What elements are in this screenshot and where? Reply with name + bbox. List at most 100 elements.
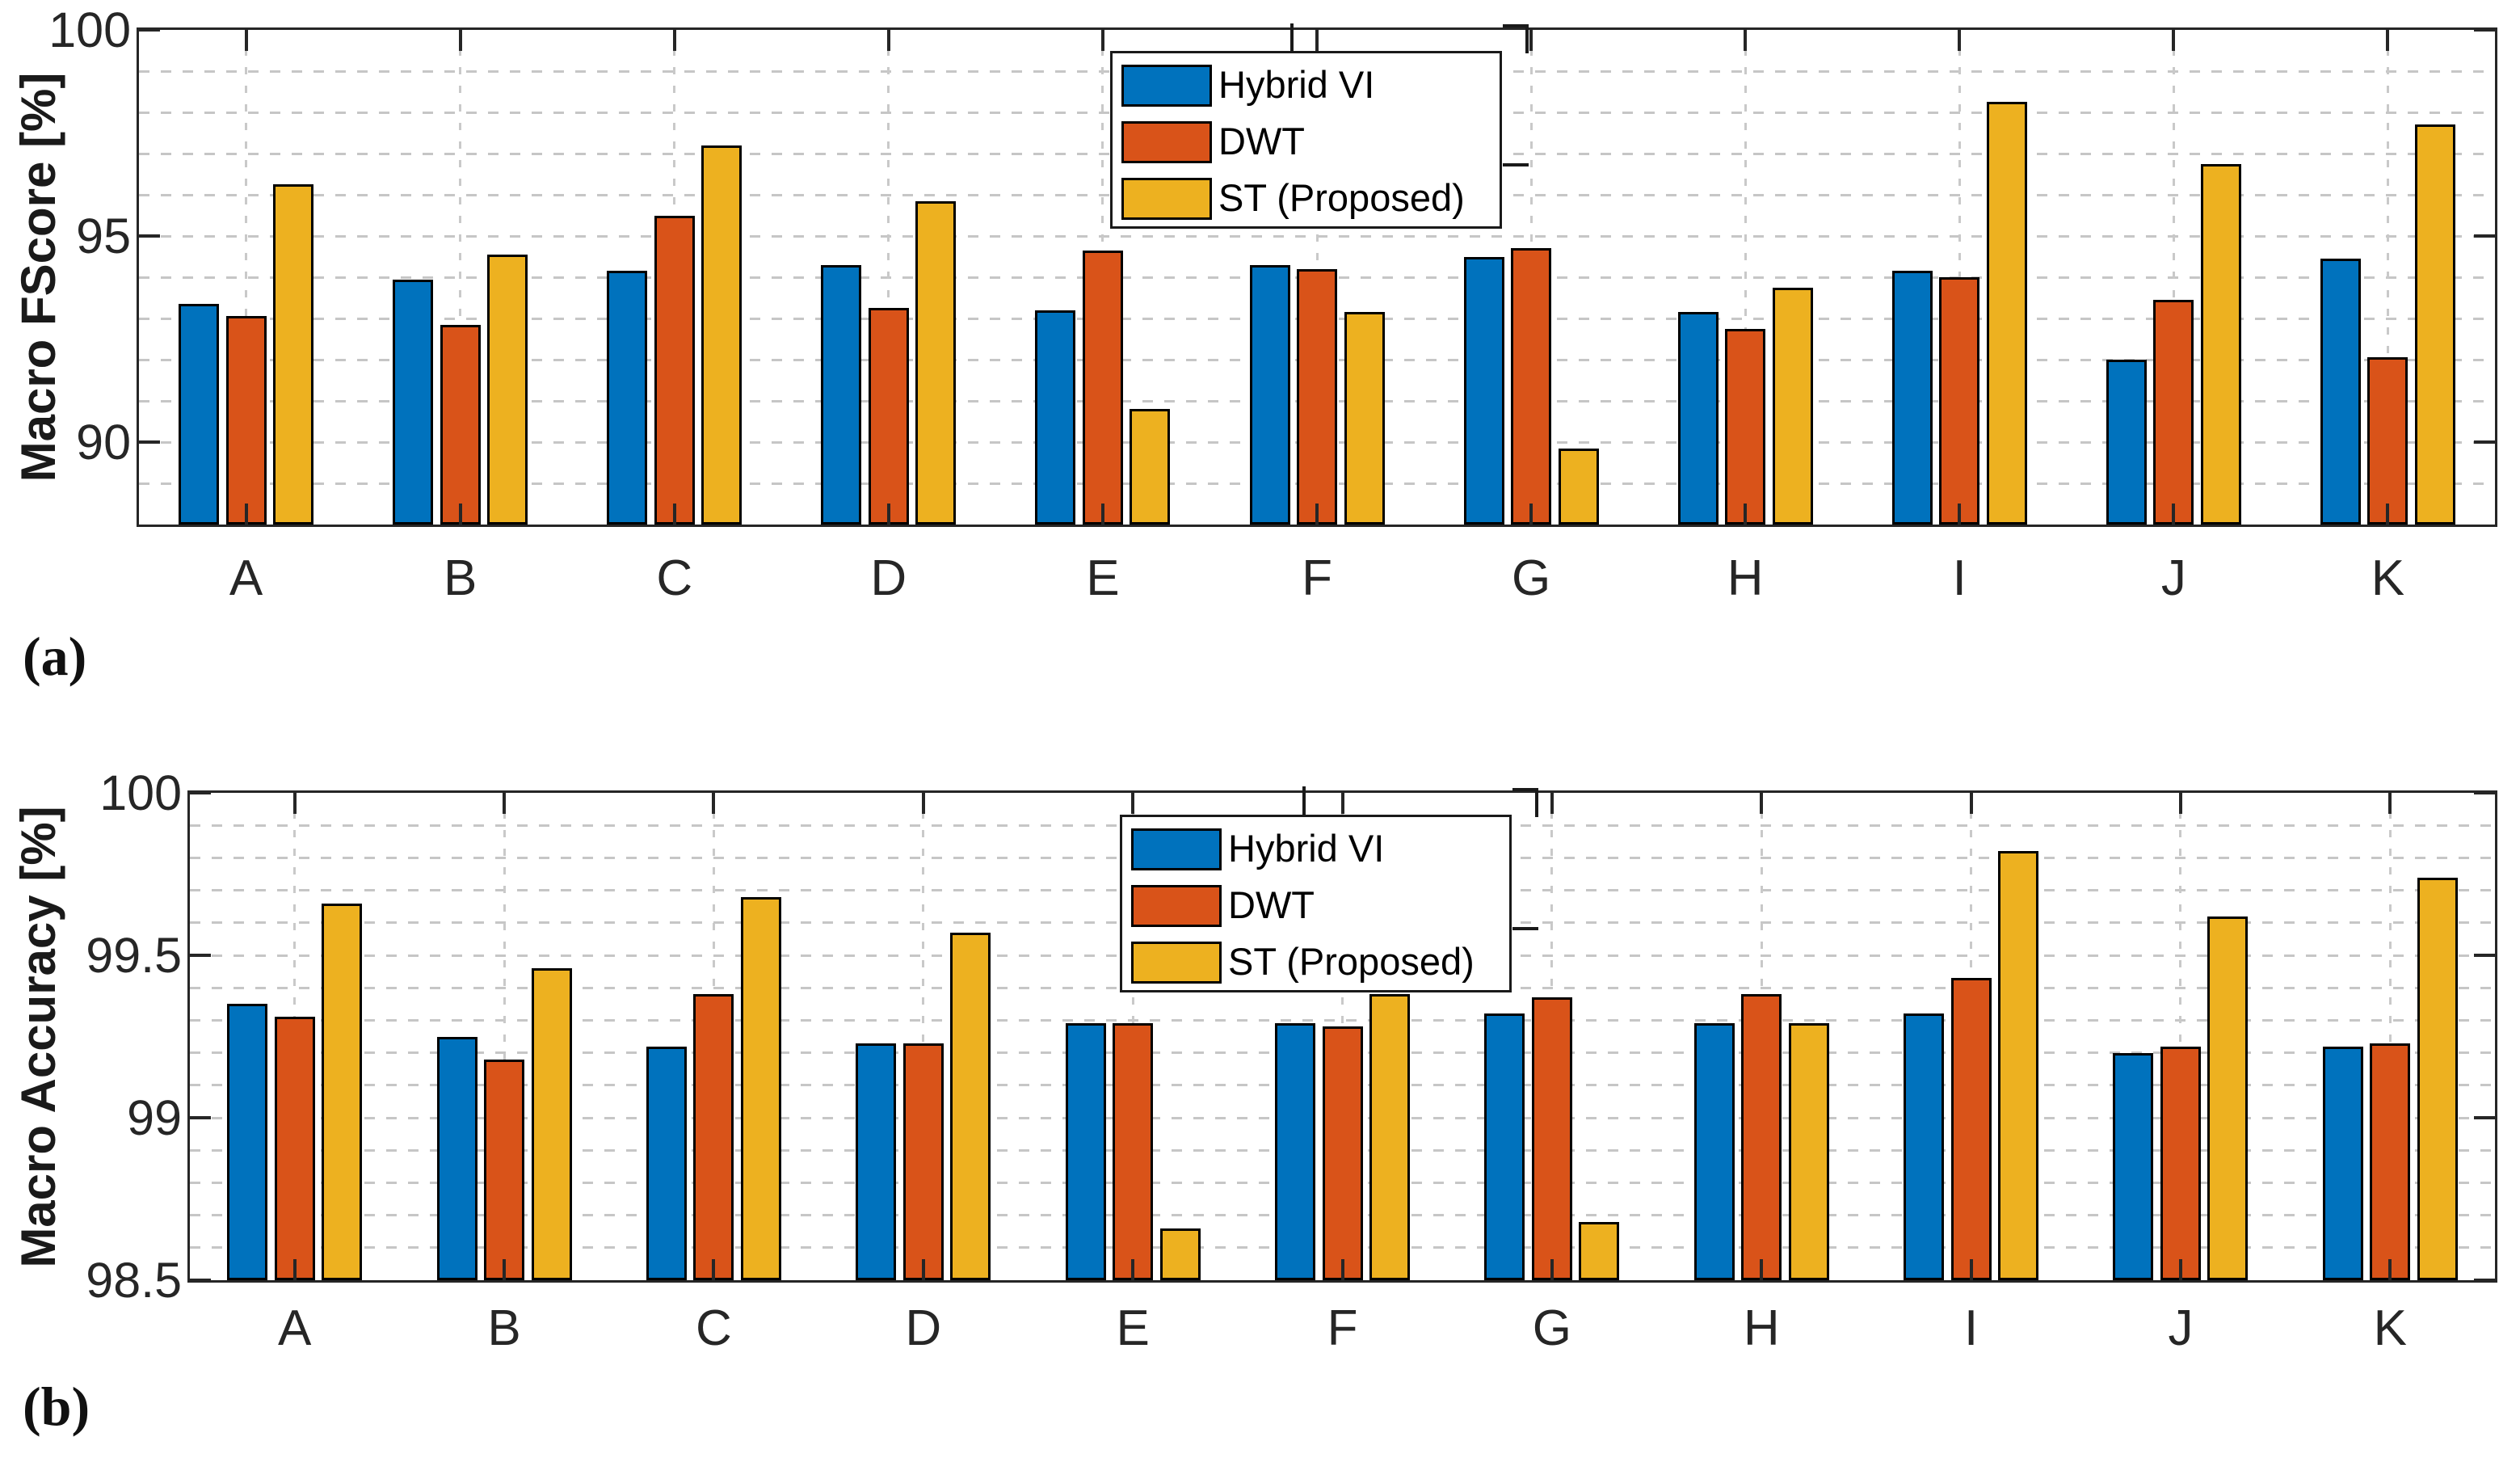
bar-hybrid-vi-b bbox=[436, 1036, 477, 1280]
bar-dwt-b bbox=[484, 1059, 525, 1280]
legend-swatch-dwt bbox=[1121, 121, 1212, 163]
bar-dwt-f bbox=[1297, 268, 1337, 525]
y-tick-right bbox=[2474, 1279, 2495, 1282]
y-tick-left bbox=[190, 1116, 211, 1119]
x-category-label: I bbox=[1963, 1300, 1979, 1356]
bar-st-proposed-a bbox=[273, 184, 314, 525]
legend-label: ST (Proposed) bbox=[1228, 940, 1475, 983]
x-tick-top bbox=[292, 793, 297, 814]
x-tick-bottom bbox=[672, 504, 676, 525]
x-tick-top bbox=[1969, 793, 1973, 814]
y-tick-label: 90 bbox=[76, 415, 131, 470]
bar-hybrid-vi-d bbox=[821, 264, 862, 525]
x-category-label: K bbox=[2373, 1300, 2407, 1356]
bar-st-proposed-e bbox=[1130, 409, 1171, 525]
bar-st-proposed-j bbox=[2200, 163, 2241, 525]
v-gridline bbox=[503, 793, 506, 1280]
legend-swatch-hybrid-vi bbox=[1121, 65, 1212, 107]
bar-st-proposed-h bbox=[1772, 287, 1813, 525]
x-tick-bottom bbox=[1958, 504, 1962, 525]
x-category-label: E bbox=[1086, 550, 1120, 606]
x-tick-top bbox=[921, 793, 925, 814]
bar-hybrid-vi-f bbox=[1249, 264, 1290, 525]
x-tick-bottom bbox=[2178, 1259, 2182, 1280]
legend-a: Hybrid VI DWT ST (Proposed) bbox=[1110, 51, 1502, 229]
y-tick-left bbox=[139, 440, 160, 444]
bar-st-proposed-j bbox=[2207, 916, 2249, 1280]
bar-hybrid-vi-i bbox=[1891, 271, 1933, 525]
v-gridline bbox=[2388, 793, 2392, 1280]
bar-dwt-j bbox=[2160, 1046, 2201, 1280]
bar-st-proposed-g bbox=[1558, 448, 1599, 525]
x-category-label: D bbox=[870, 550, 907, 606]
x-tick-top bbox=[2178, 793, 2182, 814]
bar-dwt-g bbox=[1511, 248, 1552, 525]
bar-hybrid-vi-e bbox=[1065, 1023, 1106, 1280]
bar-st-proposed-f bbox=[1344, 312, 1385, 525]
y-tick-left bbox=[139, 234, 160, 238]
x-category-label: D bbox=[905, 1300, 942, 1356]
legend-item-dwt: DWT bbox=[1122, 883, 1509, 927]
legend-b: Hybrid VI DWT ST (Proposed) bbox=[1120, 815, 1512, 992]
x-category-label: I bbox=[1952, 550, 1967, 606]
x-tick-top bbox=[1760, 793, 1764, 814]
bar-dwt-h bbox=[1741, 994, 1782, 1280]
legend-item-dwt: DWT bbox=[1113, 120, 1500, 163]
bar-dwt-b bbox=[440, 324, 481, 525]
bar-dwt-c bbox=[693, 994, 734, 1280]
x-tick-top bbox=[1131, 793, 1135, 814]
x-tick-bottom bbox=[2172, 504, 2176, 525]
y-tick-label: 100 bbox=[99, 765, 182, 820]
artifact-mark bbox=[1512, 788, 1538, 791]
bar-dwt-g bbox=[1531, 997, 1572, 1280]
x-tick-bottom bbox=[1100, 504, 1104, 525]
x-tick-top bbox=[1529, 30, 1533, 51]
x-category-label: K bbox=[2371, 550, 2405, 606]
bar-dwt-i bbox=[1950, 978, 1992, 1280]
x-tick-bottom bbox=[503, 1259, 507, 1280]
legend-label: Hybrid VI bbox=[1228, 827, 1385, 870]
x-tick-bottom bbox=[1760, 1259, 1764, 1280]
x-tick-top bbox=[1100, 30, 1104, 51]
bar-hybrid-vi-a bbox=[179, 304, 220, 525]
y-tick-right bbox=[2474, 1116, 2495, 1119]
bar-st-proposed-a bbox=[322, 903, 363, 1280]
x-tick-bottom bbox=[712, 1259, 716, 1280]
legend-label: Hybrid VI bbox=[1218, 63, 1375, 106]
x-tick-top bbox=[458, 30, 462, 51]
artifact-mark bbox=[1503, 24, 1529, 27]
bar-hybrid-vi-b bbox=[393, 279, 434, 525]
v-gridline bbox=[459, 30, 462, 525]
bar-st-proposed-i bbox=[1986, 102, 2027, 525]
y-tick-right bbox=[2474, 440, 2495, 444]
bar-st-proposed-b bbox=[487, 254, 528, 525]
bar-hybrid-vi-c bbox=[607, 271, 648, 525]
y-tick-label: 100 bbox=[48, 2, 131, 57]
y-tick-right bbox=[2474, 234, 2495, 238]
x-tick-top bbox=[886, 30, 890, 51]
x-tick-bottom bbox=[1315, 504, 1319, 525]
y-axis-label-fscore: Macro FScore [%] bbox=[11, 72, 65, 482]
y-tick-label: 99.5 bbox=[86, 928, 182, 983]
y-tick-left bbox=[190, 954, 211, 957]
x-tick-bottom bbox=[1131, 1259, 1135, 1280]
bar-hybrid-vi-j bbox=[2106, 360, 2147, 525]
x-tick-bottom bbox=[244, 504, 248, 525]
bar-hybrid-vi-k bbox=[2320, 259, 2361, 525]
artifact-mark bbox=[1512, 927, 1538, 930]
x-category-label: J bbox=[2168, 1300, 2194, 1356]
bar-hybrid-vi-k bbox=[2322, 1046, 2363, 1280]
legend-label: DWT bbox=[1228, 883, 1315, 926]
bar-dwt-i bbox=[1939, 277, 1980, 525]
x-tick-bottom bbox=[1744, 504, 1748, 525]
x-tick-bottom bbox=[921, 1259, 925, 1280]
bar-dwt-j bbox=[2153, 300, 2194, 525]
bar-hybrid-vi-g bbox=[1463, 256, 1504, 525]
x-tick-top bbox=[1340, 793, 1344, 814]
x-tick-bottom bbox=[292, 1259, 297, 1280]
x-category-label: A bbox=[277, 1300, 312, 1356]
artifact-mark bbox=[1302, 786, 1306, 815]
bar-hybrid-vi-e bbox=[1035, 310, 1076, 525]
bar-dwt-h bbox=[1725, 328, 1766, 525]
